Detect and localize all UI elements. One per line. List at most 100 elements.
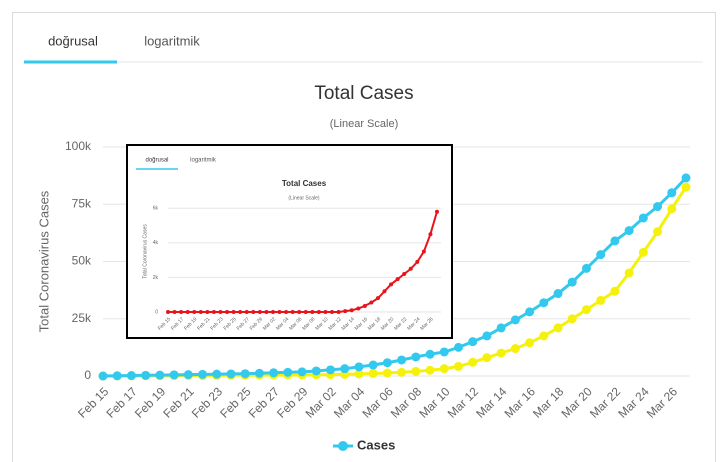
point — [218, 310, 223, 314]
point — [482, 353, 492, 363]
point — [382, 289, 387, 294]
point — [681, 173, 691, 183]
legend-swatch — [338, 441, 348, 451]
point — [596, 250, 606, 260]
point — [369, 300, 374, 305]
point — [411, 366, 421, 376]
inset-frame — [126, 144, 453, 339]
point — [326, 365, 336, 375]
point — [408, 266, 413, 271]
point — [411, 352, 421, 362]
point — [567, 277, 577, 287]
point — [610, 286, 620, 296]
y-tick-label: 100k — [65, 139, 92, 153]
point — [198, 369, 208, 379]
point — [435, 209, 439, 214]
point — [269, 368, 279, 378]
y-tick-label: 75k — [72, 196, 92, 210]
point — [362, 303, 367, 308]
point — [343, 309, 348, 314]
point — [251, 310, 256, 314]
chart-subtitle: (Linear Scale) — [288, 195, 319, 201]
point — [169, 370, 179, 380]
point — [453, 361, 463, 371]
point — [316, 310, 321, 314]
point — [553, 323, 563, 333]
tab[interactable]: doğrusal — [145, 158, 168, 164]
point — [468, 337, 478, 347]
point — [382, 358, 392, 368]
point — [510, 315, 520, 325]
point — [240, 369, 250, 379]
point — [179, 310, 184, 314]
tab[interactable]: logaritmik — [144, 33, 200, 48]
point — [211, 310, 216, 314]
point — [225, 310, 230, 314]
point — [303, 310, 308, 314]
point — [425, 365, 435, 375]
point — [553, 289, 563, 299]
point — [310, 310, 315, 314]
point — [653, 202, 663, 212]
y-tick-label: 25k — [72, 311, 92, 325]
point — [283, 367, 293, 377]
point — [397, 355, 407, 365]
point — [112, 371, 122, 381]
tab[interactable]: doğrusal — [48, 33, 98, 48]
point — [421, 249, 426, 254]
point — [226, 369, 236, 379]
point — [653, 227, 663, 237]
point — [277, 310, 282, 314]
point — [270, 310, 275, 314]
point — [496, 323, 506, 333]
point — [496, 348, 506, 358]
point — [581, 263, 591, 273]
tab[interactable]: logaritmik — [190, 158, 217, 164]
point — [172, 310, 177, 314]
point — [354, 369, 364, 379]
point — [453, 342, 463, 352]
point — [231, 310, 236, 314]
point — [155, 370, 165, 380]
point — [439, 347, 449, 357]
point — [141, 370, 151, 380]
point — [98, 371, 108, 381]
point — [596, 295, 606, 305]
point — [205, 310, 210, 314]
y-tick-label: 0 — [155, 309, 158, 315]
point — [244, 310, 249, 314]
point — [667, 188, 677, 198]
y-tick-label: 50k — [72, 254, 92, 268]
point — [330, 310, 335, 314]
point — [415, 259, 420, 264]
point — [539, 298, 549, 308]
point — [482, 331, 492, 341]
y-tick-label: 0 — [84, 368, 91, 382]
point — [638, 213, 648, 223]
point — [425, 349, 435, 359]
point — [395, 277, 400, 282]
point — [510, 344, 520, 354]
point — [525, 338, 535, 348]
point — [254, 368, 264, 378]
point — [525, 307, 535, 317]
point — [297, 367, 307, 377]
chart-title: Total Cases — [282, 179, 327, 188]
point — [638, 247, 648, 257]
point — [468, 357, 478, 367]
point — [354, 362, 364, 372]
point — [126, 371, 136, 381]
point — [375, 296, 380, 301]
y-tick-label: 6k — [153, 206, 159, 212]
point — [356, 306, 361, 311]
legend-label[interactable]: Cases — [357, 437, 395, 452]
point — [185, 310, 190, 314]
point — [192, 310, 197, 314]
point — [624, 226, 634, 236]
point — [349, 308, 354, 313]
point — [264, 310, 269, 314]
point — [439, 364, 449, 374]
point — [368, 368, 378, 378]
point — [290, 310, 295, 314]
point — [311, 366, 321, 376]
